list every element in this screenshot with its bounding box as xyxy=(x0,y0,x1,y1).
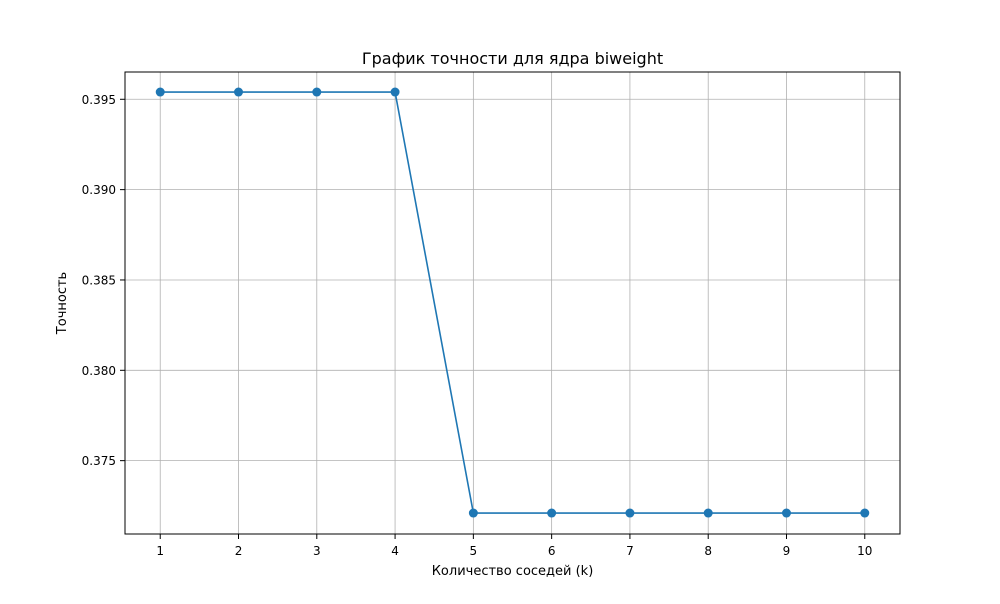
x-tick-label: 5 xyxy=(470,544,478,558)
x-tick-label: 6 xyxy=(548,544,556,558)
data-point xyxy=(781,508,791,518)
y-tick-label: 0.390 xyxy=(82,183,116,197)
y-tick-label: 0.375 xyxy=(82,454,116,468)
x-tick-label: 9 xyxy=(783,544,791,558)
x-tick-label: 1 xyxy=(156,544,164,558)
data-point xyxy=(234,87,244,97)
series-line xyxy=(160,91,865,514)
data-point xyxy=(155,87,165,97)
data-point xyxy=(468,508,478,518)
x-tick-label: 7 xyxy=(626,544,634,558)
data-point xyxy=(312,87,322,97)
data-point xyxy=(547,508,557,518)
x-tick-label: 4 xyxy=(391,544,399,558)
plot-frame xyxy=(124,71,901,535)
plot-area xyxy=(125,72,900,534)
data-point xyxy=(703,508,713,518)
x-tick-label: 8 xyxy=(704,544,712,558)
data-point xyxy=(860,508,870,518)
ticks: 1 2 3 4 5 6 7 8 9 10 0.375 0.380 0.385 0.390 0.395 xyxy=(82,93,873,558)
chart-title: График точности для ядра biweight xyxy=(362,49,663,68)
y-tick-label: 0.380 xyxy=(82,364,116,378)
data-point xyxy=(390,87,400,97)
y-axis-label: Точность xyxy=(55,272,70,335)
grid xyxy=(125,72,900,534)
x-tick-label: 3 xyxy=(313,544,321,558)
y-tick-label: 0.385 xyxy=(82,273,116,287)
x-axis-label: Количество соседей (k) xyxy=(432,564,594,579)
data-point xyxy=(625,508,635,518)
y-tick-label: 0.395 xyxy=(82,93,116,107)
x-tick-label: 2 xyxy=(235,544,243,558)
series-group xyxy=(155,87,870,518)
x-tick-label: 10 xyxy=(857,544,872,558)
